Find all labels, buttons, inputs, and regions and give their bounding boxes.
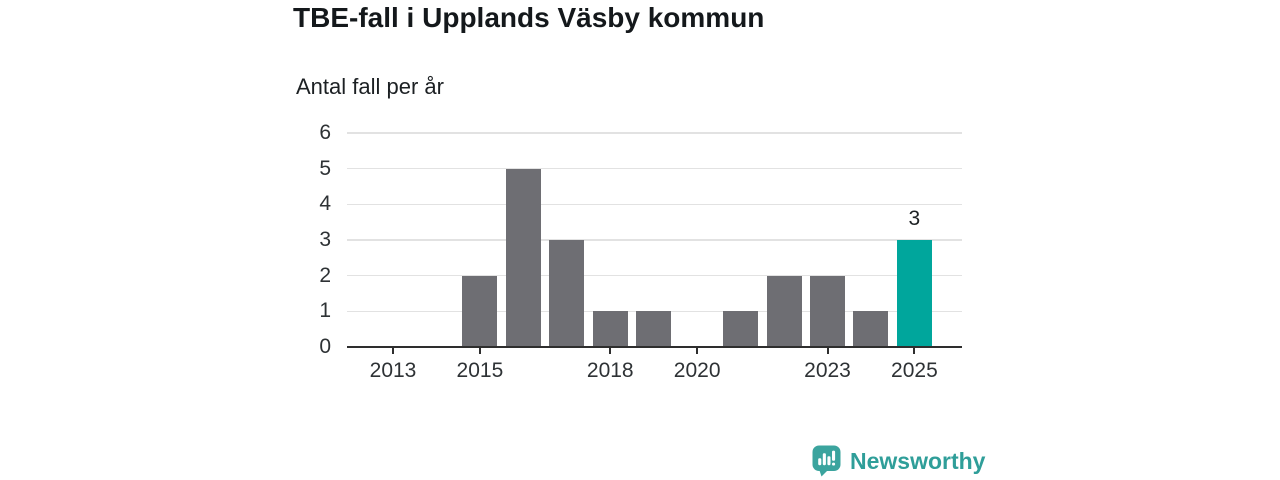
bar-value-label: 3 [908,207,921,230]
chart-subtitle: Antal fall per år [296,74,444,99]
y-tick-label-0: 0 [319,335,331,358]
x-tick-label-2018: 2018 [586,359,634,382]
gridline-y6 [347,132,962,134]
x-axis-line [347,345,962,348]
bar-2017 [549,240,585,347]
newsworthy-logo-icon [812,445,842,477]
bar-2018 [592,311,628,347]
plot-area: 0 1 2 3 4 5 6 3 2013 2015 2018 2020 2023 2025 [319,122,962,382]
newsworthy-logo: Newsworthy [812,445,985,477]
gridline-y4 [347,203,962,206]
bar-2019 [636,311,672,347]
y-tick-label-3: 3 [319,228,331,251]
bar-2022 [766,275,802,347]
x-tick-label-2020: 2020 [673,359,721,382]
newsworthy-brand-text: Newsworthy [850,447,986,474]
gridline-y3 [347,239,962,241]
bar-2021 [723,311,759,347]
x-tick-label-2015: 2015 [456,359,504,382]
x-tick-mark-2015 [478,347,481,354]
y-tick-label-4: 4 [319,192,331,216]
bar-2015 [462,275,498,347]
x-tick-label-2025: 2025 [891,359,938,382]
bar-2023 [810,275,845,347]
x-tick-label-2013: 2013 [369,359,417,382]
gridline-y5 [347,167,962,170]
x-tick-label-2023: 2023 [804,359,851,382]
gridline-y2 [347,274,962,277]
bar-2025-highlighted [896,240,932,347]
y-tick-label-6: 6 [319,121,331,144]
y-tick-label-1: 1 [319,299,331,323]
x-tick-mark-2023 [826,347,829,354]
x-tick-mark-2025 [913,347,916,354]
bar-2024 [853,311,889,347]
chart-title: TBE-fall i Upplands Väsby kommun [293,2,765,33]
bar-2016 [505,168,541,347]
y-tick-label-2: 2 [319,263,331,287]
x-tick-mark-2013 [392,347,394,354]
x-tick-mark-2018 [609,347,612,354]
y-tick-label-5: 5 [319,156,331,180]
x-tick-mark-2020 [696,347,699,354]
